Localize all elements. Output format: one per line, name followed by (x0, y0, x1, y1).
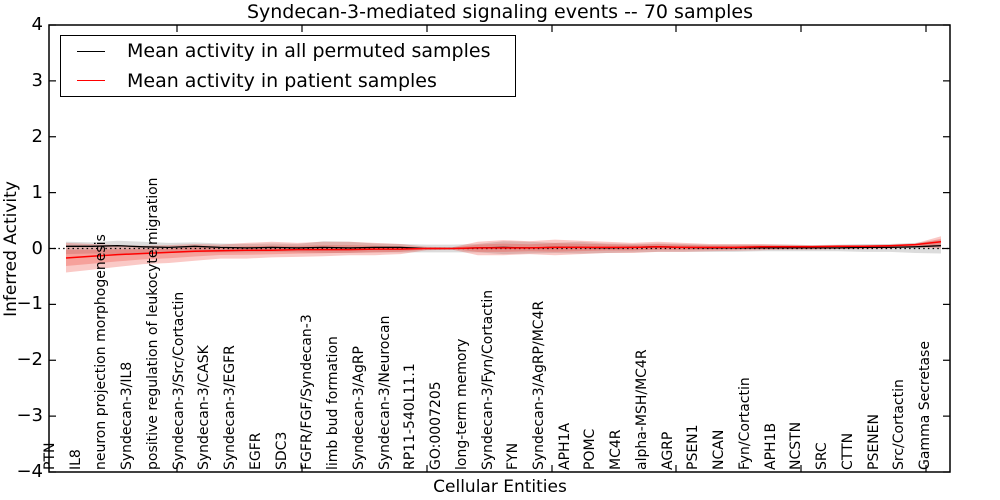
x-category-label: RP11-540L11.1 (402, 363, 419, 470)
x-category-label: NCAN (711, 429, 728, 470)
x-category-label: AGRP (659, 431, 676, 470)
x-category-label: positive regulation of leukocyte migrati… (144, 177, 161, 470)
x-category-label: NCSTN (788, 421, 805, 470)
legend-line-patient-icon (77, 80, 105, 82)
x-category-label: SDC3 (273, 431, 290, 470)
x-category-label: PTN (42, 442, 58, 470)
x-category-label: FGFR/FGF/Syndecan-3 (299, 314, 316, 470)
y-tick-label: −3 (16, 405, 43, 427)
y-tick-label: 2 (31, 125, 43, 147)
x-category-label: CTTN (839, 432, 856, 470)
x-category-label: FYN (505, 442, 522, 470)
x-category-label: Syndecan-3/Neurocan (376, 315, 393, 471)
legend-item-permuted: Mean activity in all permuted samples (61, 37, 515, 65)
x-category-label: EGFR (247, 432, 264, 470)
legend: Mean activity in all permuted samples Me… (60, 35, 516, 97)
legend-item-patient: Mean activity in patient samples (61, 67, 515, 95)
x-category-label: MC4R (608, 429, 625, 471)
x-category-label: PSENEN (865, 414, 882, 470)
y-tick-label: −2 (16, 349, 43, 371)
x-category-label: IL8 (67, 449, 84, 470)
y-tick-label: −4 (16, 461, 43, 482)
x-category-label: neuron projection morphogenesis (93, 234, 110, 470)
x-category-label: APH1B (762, 422, 779, 470)
y-tick-label: 3 (31, 69, 43, 91)
x-category-label: limb bud formation (325, 336, 342, 470)
chart-title: Syndecan-3-mediated signaling events -- … (246, 1, 754, 23)
x-category-label: Gamma Secretase (917, 341, 933, 470)
legend-line-permuted-icon (77, 50, 105, 52)
y-tick-label: 4 (31, 14, 43, 35)
x-category-label: Syndecan-3/IL8 (119, 361, 136, 470)
legend-label-patient: Mean activity in patient samples (127, 69, 437, 92)
x-category-label: Syndecan-3/CASK (196, 345, 213, 470)
patient-range-band-outer (66, 236, 941, 273)
x-category-label: POMC (582, 428, 599, 470)
x-category-label: PSEN1 (685, 424, 702, 470)
x-axis-title: Cellular Entities (433, 477, 567, 497)
x-category-label: APH1A (556, 422, 573, 470)
x-category-label: Syndecan-3/AgRP/MC4R (530, 300, 547, 470)
x-category-label: Fyn/Cortactin (736, 377, 753, 470)
x-category-label: Syndecan-3/AgRP (350, 345, 367, 470)
y-tick-label: 0 (31, 237, 43, 259)
x-category-label: SRC (814, 442, 831, 470)
x-category-label: Syndecan-3/EGFR (222, 345, 239, 470)
x-category-label: Src/Cortactin (891, 379, 908, 470)
patient-mean-line (65, 241, 942, 259)
x-category-label: Syndecan-3/Src/Cortactin (170, 291, 187, 470)
legend-label-permuted: Mean activity in all permuted samples (127, 40, 491, 63)
x-category-label: GO:0007205 (428, 381, 445, 470)
x-category-label: alpha-MSH/MC4R (633, 349, 650, 470)
y-tick-label: −1 (16, 293, 43, 315)
x-category-label: Syndecan-3/Fyn/Cortactin (479, 289, 496, 470)
y-tick-label: 1 (31, 181, 43, 203)
x-category-label: long-term memory (453, 338, 470, 470)
patient-range-band-inner (66, 238, 941, 266)
